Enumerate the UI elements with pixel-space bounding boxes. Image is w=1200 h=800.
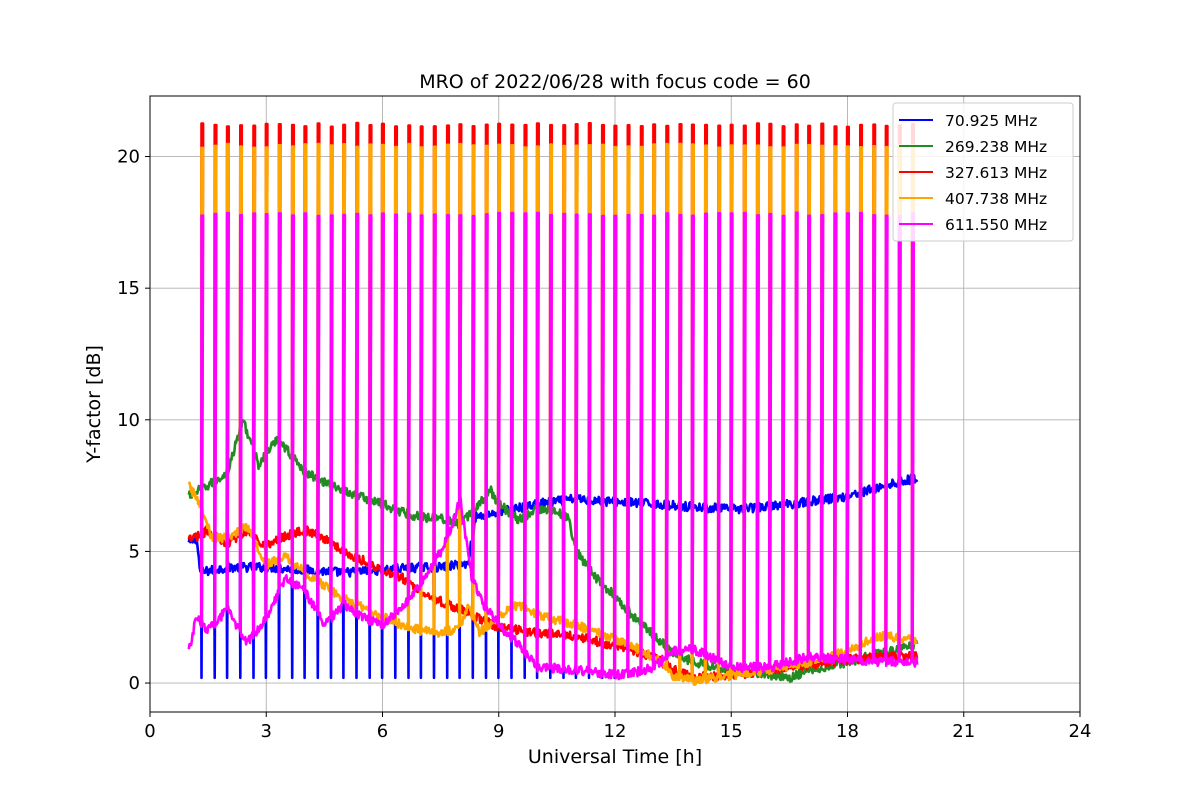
y-tick-label: 0 bbox=[129, 673, 140, 694]
series-line bbox=[187, 473, 919, 680]
y-tick-label: 20 bbox=[117, 147, 140, 168]
x-tick-label: 24 bbox=[1069, 721, 1092, 742]
x-tick-label: 0 bbox=[144, 721, 155, 742]
x-tick-label: 3 bbox=[261, 721, 272, 742]
x-tick-label: 9 bbox=[493, 721, 504, 742]
legend: 70.925 MHz 269.238 MHz 327.613 MHz 407.738 … bbox=[892, 102, 1074, 242]
plot-area bbox=[187, 121, 919, 686]
legend-entry: 611.550 MHz bbox=[945, 216, 1047, 234]
series-line bbox=[187, 121, 919, 683]
x-tick-label: 15 bbox=[720, 721, 743, 742]
y-axis-ticks: 0 5 10 15 20 bbox=[117, 147, 150, 694]
legend-entry: 407.738 MHz bbox=[945, 190, 1047, 208]
legend-entry: 269.238 MHz bbox=[945, 138, 1047, 156]
y-tick-label: 10 bbox=[117, 410, 140, 431]
legend-entry: 327.613 MHz bbox=[945, 164, 1047, 182]
chart-title: MRO of 2022/06/28 with focus code = 60 bbox=[419, 71, 811, 93]
series-line bbox=[187, 211, 919, 681]
x-axis-ticks: 0 3 6 9 12 15 18 21 24 bbox=[144, 712, 1091, 742]
y-axis-label: Y-factor [dB] bbox=[83, 345, 105, 464]
x-tick-label: 18 bbox=[836, 721, 859, 742]
legend-entry: 70.925 MHz bbox=[945, 112, 1037, 130]
x-axis-label: Universal Time [h] bbox=[528, 746, 702, 768]
series-line bbox=[187, 142, 918, 686]
x-tick-label: 12 bbox=[604, 721, 627, 742]
y-tick-label: 5 bbox=[129, 541, 140, 562]
x-tick-label: 6 bbox=[377, 721, 388, 742]
legend-box bbox=[892, 102, 1074, 242]
x-tick-label: 21 bbox=[952, 721, 975, 742]
series-line bbox=[187, 419, 919, 683]
y-tick-label: 15 bbox=[117, 278, 140, 299]
